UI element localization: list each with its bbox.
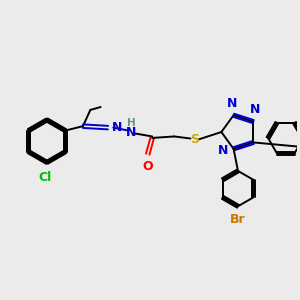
Text: N: N	[250, 103, 260, 116]
Text: N: N	[218, 144, 228, 157]
Text: N: N	[126, 125, 136, 139]
Text: H: H	[127, 118, 135, 128]
Text: O: O	[142, 160, 153, 173]
Text: S: S	[190, 133, 200, 146]
Text: N: N	[112, 121, 122, 134]
Text: Cl: Cl	[39, 171, 52, 184]
Text: Br: Br	[230, 213, 246, 226]
Text: N: N	[226, 97, 237, 110]
